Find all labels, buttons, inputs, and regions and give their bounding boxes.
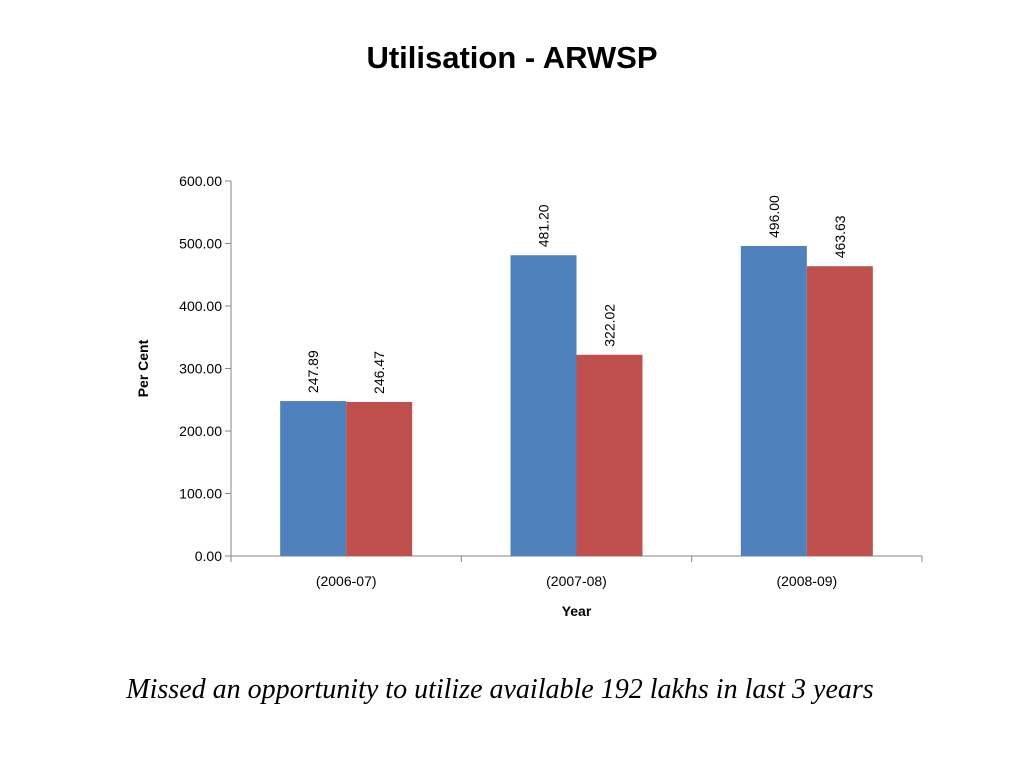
data-label: 463.63 [832, 215, 848, 258]
data-label: 496.00 [766, 195, 782, 238]
y-tick-label: 400.00 [179, 298, 222, 314]
x-axis-title: Year [562, 603, 592, 619]
x-tick-label: (2008-09) [776, 573, 837, 589]
bar-series2 [346, 401, 413, 556]
y-tick-label: 600.00 [179, 173, 222, 189]
data-label: 322.02 [602, 304, 618, 347]
data-label: 246.47 [371, 351, 387, 394]
y-tick-label: 500.00 [179, 236, 222, 252]
y-tick-label: 0.00 [195, 548, 222, 564]
data-label: 481.20 [536, 204, 552, 247]
y-axis-title: Per Cent [135, 339, 151, 397]
bar-series2 [576, 354, 643, 556]
slide-title: Utilisation - ARWSP [366, 40, 658, 75]
bar-series1 [280, 401, 347, 556]
data-label: 247.89 [305, 350, 321, 393]
bar-series2 [806, 266, 873, 556]
y-tick-label: 100.00 [179, 486, 222, 502]
y-tick-label: 300.00 [179, 361, 222, 377]
x-tick-label: (2007-08) [546, 573, 607, 589]
x-tick-label: (2006-07) [316, 573, 377, 589]
y-tick-label: 200.00 [179, 423, 222, 439]
slide-caption: Missed an opportunity to utilize availab… [126, 674, 874, 705]
bar-series1 [510, 255, 577, 556]
bar-series1 [740, 246, 807, 556]
